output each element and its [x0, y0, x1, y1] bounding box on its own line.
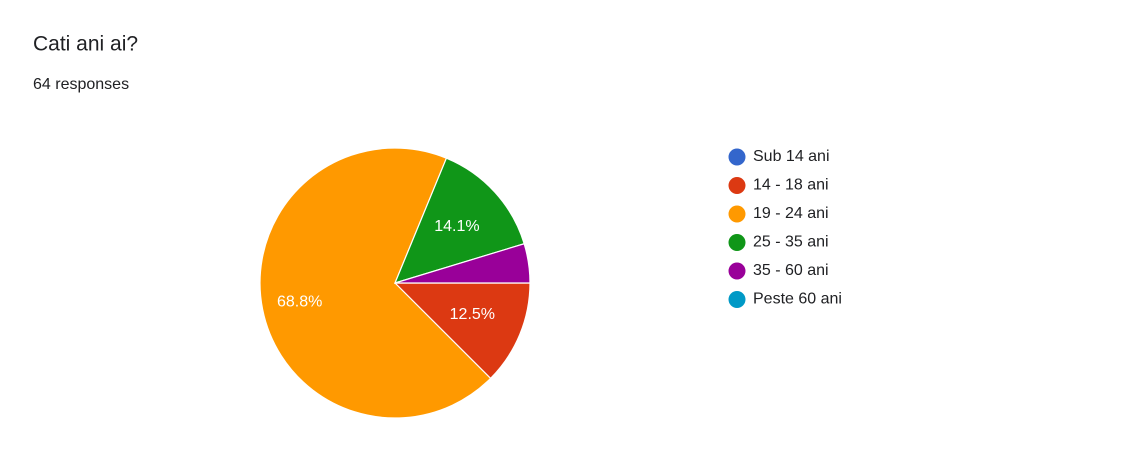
slice-label: 14.1% — [434, 218, 479, 235]
legend-swatch — [728, 291, 746, 308]
legend-swatch — [728, 262, 746, 280]
legend-label: Sub 14 ani — [753, 148, 830, 165]
legend-label: 35 - 60 ani — [753, 262, 829, 279]
pie-slice — [393, 157, 525, 284]
legend-label: Peste 60 ani — [753, 291, 842, 308]
pie-slice — [393, 282, 531, 380]
legend-swatch — [728, 234, 746, 251]
legend-swatch — [728, 177, 746, 194]
chart-title: Cati ani ai? — [33, 33, 138, 56]
legend-label: 25 - 35 ani — [753, 234, 829, 251]
legend-label: 14 - 18 ani — [753, 177, 829, 194]
slice-label: 68.8% — [277, 293, 322, 310]
pie-slice — [259, 147, 492, 419]
slice-label: 12.5% — [450, 306, 495, 323]
legend-swatch — [728, 205, 746, 223]
legend-swatch — [728, 148, 746, 166]
response-count: 64 responses — [33, 76, 129, 93]
legend-label: 19 - 24 ani — [753, 205, 829, 222]
pie-slice — [394, 242, 531, 284]
